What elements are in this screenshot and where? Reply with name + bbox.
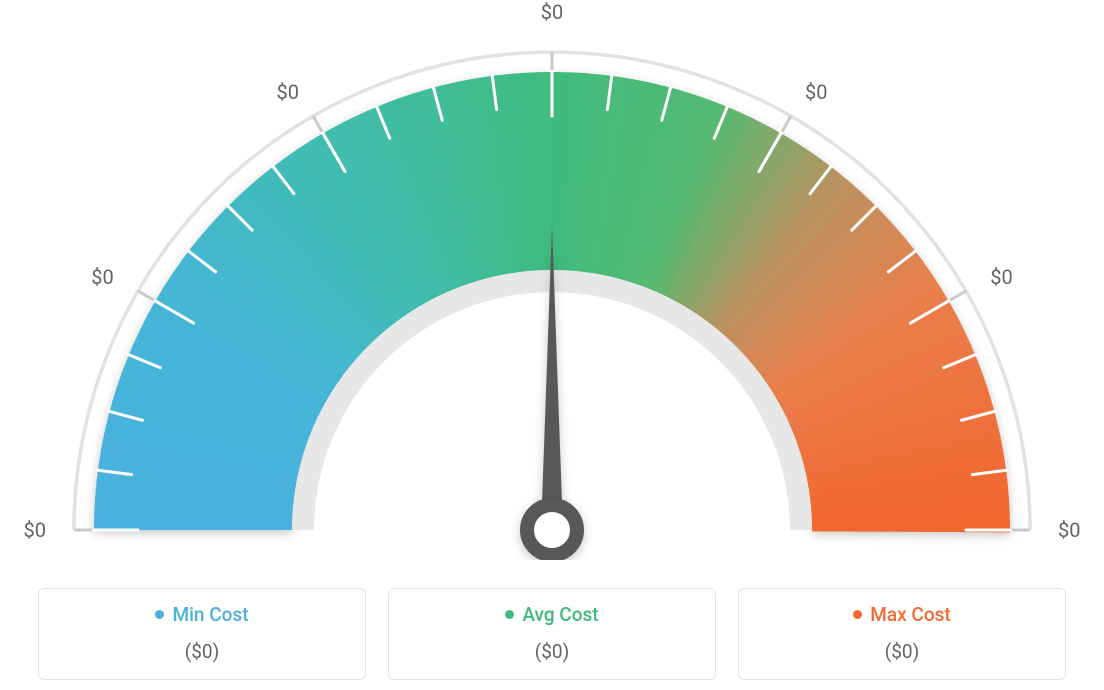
legend-card-min: Min Cost ($0) xyxy=(38,588,366,680)
legend-title-avg: Avg Cost xyxy=(505,603,598,626)
legend-dot-min xyxy=(155,610,164,619)
gauge-tick-label: $0 xyxy=(541,0,563,24)
legend-dot-max xyxy=(853,610,862,619)
legend-dot-avg xyxy=(505,610,514,619)
legend-title-max: Max Cost xyxy=(853,603,950,626)
gauge-tick-label: $0 xyxy=(1058,518,1080,542)
legend-value-avg: ($0) xyxy=(399,640,705,663)
legend-card-max: Max Cost ($0) xyxy=(738,588,1066,680)
legend-card-avg: Avg Cost ($0) xyxy=(388,588,716,680)
gauge-area: $0 $0 $0 $0 $0 $0 $0 xyxy=(0,0,1104,560)
legend-label-avg: Avg Cost xyxy=(522,603,598,626)
gauge-chart-container: $0 $0 $0 $0 $0 $0 $0 Min Cost ($0) Avg Cost ($… xyxy=(0,0,1104,690)
gauge-tick-label: $0 xyxy=(990,265,1012,289)
legend-value-min: ($0) xyxy=(49,640,355,663)
gauge-tick-label: $0 xyxy=(24,518,46,542)
legend-value-max: ($0) xyxy=(749,640,1055,663)
gauge-svg xyxy=(0,0,1104,560)
legend-label-max: Max Cost xyxy=(870,603,950,626)
gauge-tick-label: $0 xyxy=(91,265,113,289)
legend-row: Min Cost ($0) Avg Cost ($0) Max Cost ($0… xyxy=(38,588,1066,680)
gauge-tick-label: $0 xyxy=(805,80,827,104)
gauge-tick-label: $0 xyxy=(277,80,299,104)
legend-label-min: Min Cost xyxy=(172,603,248,626)
legend-title-min: Min Cost xyxy=(155,603,248,626)
